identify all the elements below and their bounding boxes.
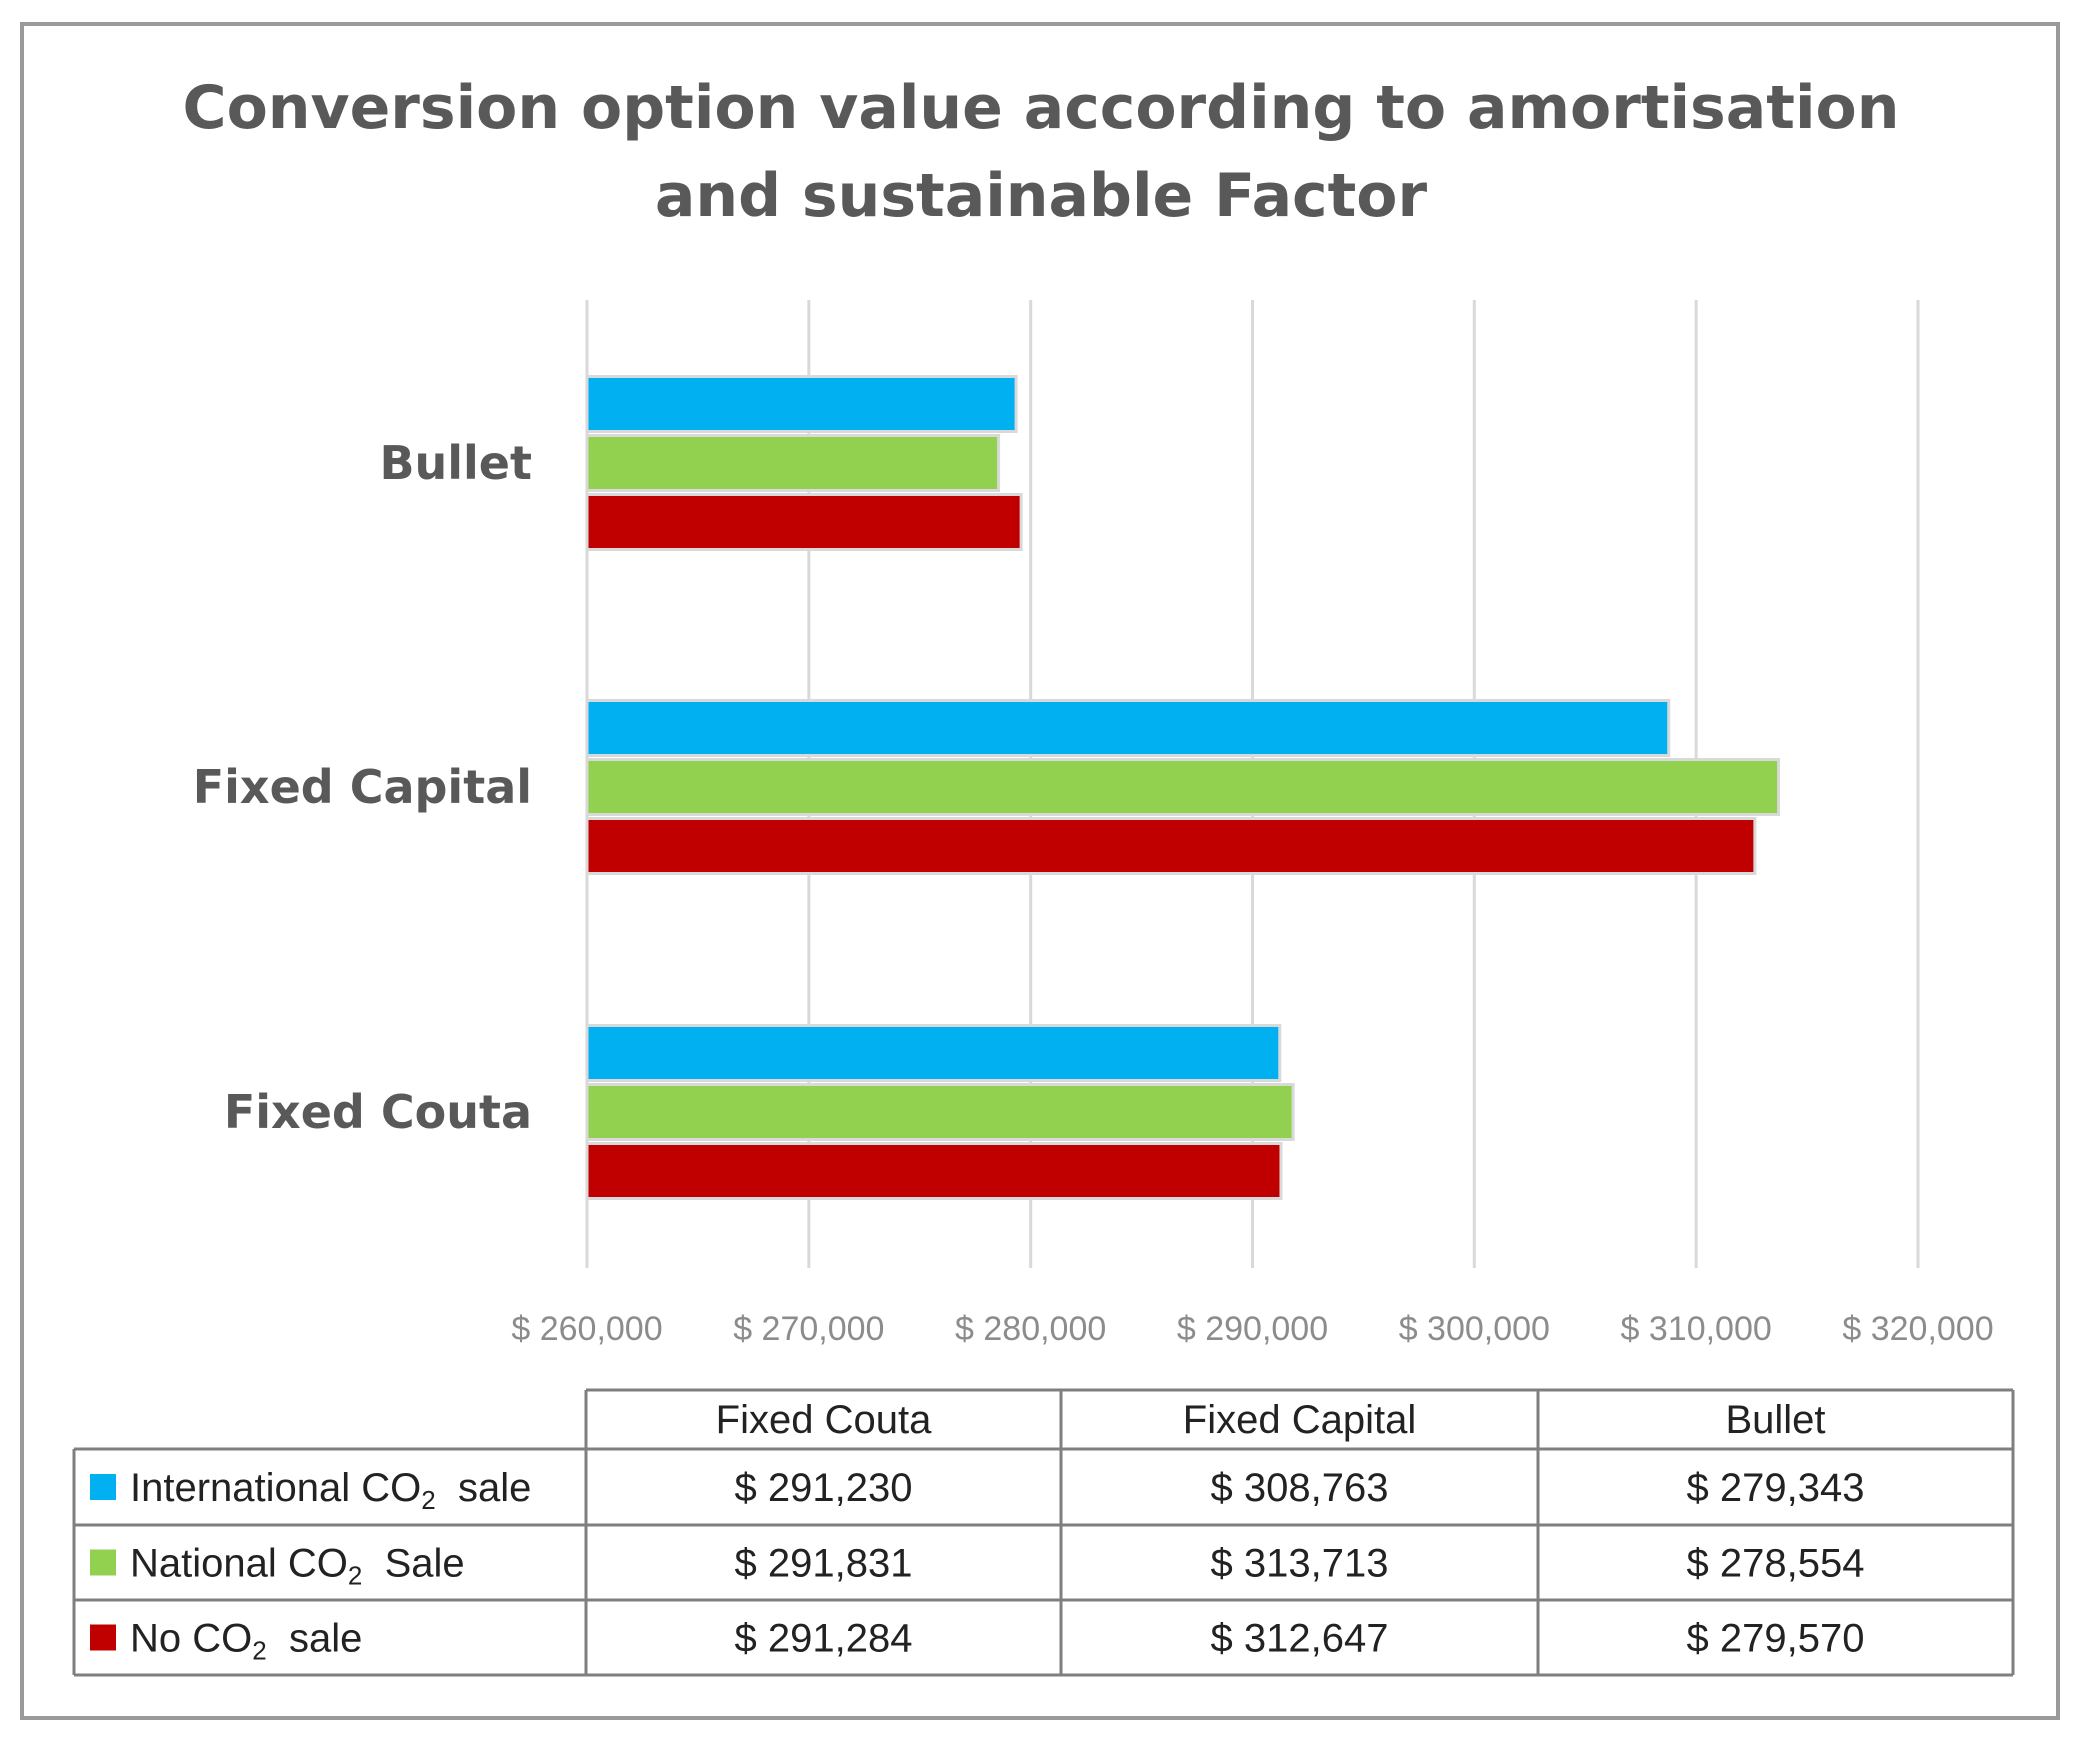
- bar-fixed-couta-series-2[interactable]: [585, 1083, 1295, 1141]
- table-cell-value: $ 313,713: [1211, 1542, 1389, 1586]
- bar-bullet-series-3[interactable]: [585, 493, 1023, 551]
- category-label: Fixed Capital: [193, 760, 532, 814]
- legend-label-series-3: No CO2 sale: [130, 1617, 362, 1666]
- category-label: Bullet: [379, 436, 532, 490]
- bar-fixed-capital-series-1[interactable]: [585, 699, 1671, 757]
- table-cell-value: $ 312,647: [1211, 1617, 1389, 1661]
- bar-fixed-couta-series-3[interactable]: [585, 1142, 1283, 1200]
- x-tick-label: $ 310,000: [1621, 1310, 1772, 1348]
- table-cell-value: $ 291,831: [735, 1542, 913, 1586]
- table-header-fixed-capital: Fixed Capital: [1183, 1398, 1416, 1442]
- x-tick-label: $ 280,000: [955, 1310, 1106, 1348]
- bar-fixed-couta-series-1[interactable]: [585, 1024, 1282, 1082]
- x-tick-label: $ 260,000: [511, 1310, 662, 1348]
- x-tick-label: $ 320,000: [1842, 1310, 1993, 1348]
- bar-fixed-capital-series-3[interactable]: [585, 817, 1757, 875]
- bar-bullet-series-2[interactable]: [585, 434, 1001, 492]
- table-cell-value: $ 279,343: [1687, 1466, 1865, 1510]
- chart-title-line-2: and sustainable Factor: [655, 161, 1428, 231]
- table-cell-value: $ 291,230: [735, 1466, 913, 1510]
- bar-fixed-capital-series-2[interactable]: [585, 758, 1781, 816]
- chart-title-line-1: Conversion option value according to amo…: [183, 73, 1900, 143]
- table-cell-value: $ 279,570: [1687, 1617, 1865, 1661]
- table-cell-value: $ 291,284: [735, 1617, 913, 1661]
- legend-key-series-1: [90, 1474, 116, 1500]
- table-header-fixed-couta: Fixed Couta: [716, 1398, 932, 1442]
- bar-bullet-series-1[interactable]: [585, 375, 1018, 433]
- x-tick-label: $ 290,000: [1177, 1310, 1328, 1348]
- x-tick-label: $ 300,000: [1399, 1310, 1550, 1348]
- x-tick-label: $ 270,000: [733, 1310, 884, 1348]
- legend-label-series-1: International CO2 sale: [130, 1466, 531, 1515]
- table-header-bullet: Bullet: [1725, 1398, 1825, 1442]
- legend-key-series-3: [90, 1624, 116, 1651]
- table-cell-value: $ 308,763: [1211, 1466, 1389, 1510]
- table-cell-value: $ 278,554: [1687, 1542, 1865, 1586]
- legend-label-series-2: National CO2 Sale: [130, 1542, 465, 1591]
- legend-key-series-2: [90, 1549, 116, 1576]
- category-label: Fixed Couta: [224, 1085, 532, 1139]
